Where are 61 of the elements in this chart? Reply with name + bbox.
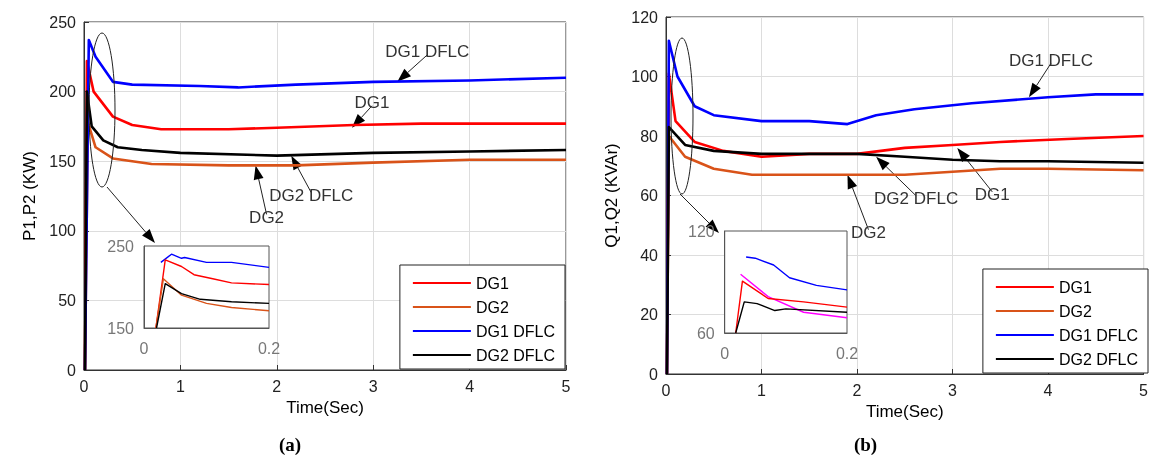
- x-tick-label: 3: [948, 381, 958, 399]
- y-tick-label: 0: [649, 365, 659, 383]
- annotation: DG2 DFLC: [874, 189, 959, 209]
- x-tick-label: 1: [757, 381, 767, 399]
- y-tick-label: 120: [687, 222, 715, 240]
- line-series: [745, 256, 848, 291]
- x-tick-label: 5: [1139, 381, 1149, 399]
- y-tick-label: 60: [696, 324, 715, 342]
- x-axis-title: Time(Sec): [286, 397, 364, 417]
- annotation: DG2: [850, 223, 886, 243]
- y-tick-label: 150: [107, 319, 135, 337]
- legend-label: DG1: [475, 274, 509, 292]
- y-tick-label: 150: [49, 152, 77, 170]
- x-tick-label: 1: [175, 377, 185, 395]
- y-tick-label: 100: [631, 68, 659, 85]
- annotation: DG2 DFLC: [269, 186, 354, 206]
- x-tick-label: 2: [852, 381, 862, 399]
- annotation: DG1: [974, 185, 1010, 205]
- legend-label: DG1: [1058, 278, 1092, 296]
- x-tick-label: 0: [661, 381, 671, 399]
- legend-label: DG1 DFLC: [475, 322, 555, 340]
- annotation: DG1: [354, 93, 390, 113]
- y-axis-title: Q1,Q2 (KVAr): [602, 143, 622, 248]
- y-tick-label: 80: [640, 127, 659, 145]
- x-tick-label: 0.2: [257, 339, 281, 357]
- line-series: [735, 280, 848, 334]
- legend-label: DG2 DFLC: [475, 346, 555, 364]
- y-axis-title: P1,P2 (KW): [20, 151, 40, 241]
- x-tick-label: 3: [368, 377, 378, 395]
- legend-label: DG2: [475, 298, 509, 316]
- x-tick-label: 4: [1043, 381, 1053, 399]
- y-tick-label: 50: [58, 291, 77, 309]
- text: (a): [278, 434, 302, 456]
- y-tick-label: 200: [49, 83, 77, 101]
- line-series: [160, 253, 270, 269]
- annotation: DG1 DFLC: [1008, 50, 1093, 70]
- x-tick-label: 0: [139, 339, 149, 357]
- x-tick-label: 0: [79, 377, 89, 395]
- text: (b): [853, 434, 878, 456]
- y-tick-label: 250: [107, 237, 135, 255]
- line-series: [735, 301, 848, 334]
- y-tick-label: 0: [67, 361, 77, 379]
- x-tick-label: 0: [720, 344, 730, 362]
- x-tick-label: 4: [465, 377, 475, 395]
- line-series: [739, 273, 848, 319]
- x-tick-label: 5: [561, 377, 571, 395]
- legend-label: DG1 DFLC: [1058, 326, 1138, 344]
- legend-label: DG2: [1058, 302, 1092, 320]
- y-tick-label: 20: [640, 306, 659, 323]
- legend-label: DG2 DFLC: [1058, 350, 1138, 368]
- y-tick-label: 250: [49, 13, 77, 31]
- x-axis-title: Time(Sec): [865, 401, 944, 421]
- y-tick-label: 40: [640, 246, 659, 264]
- line-series: [155, 259, 270, 329]
- x-tick-label: 0.2: [835, 344, 859, 362]
- y-tick-label: 120: [631, 8, 659, 26]
- annotation: DG2: [249, 207, 285, 227]
- y-tick-label: 100: [49, 222, 77, 240]
- annotation: DG1 DFLC: [385, 42, 470, 62]
- y-tick-label: 60: [640, 187, 659, 204]
- x-tick-label: 2: [272, 377, 282, 395]
